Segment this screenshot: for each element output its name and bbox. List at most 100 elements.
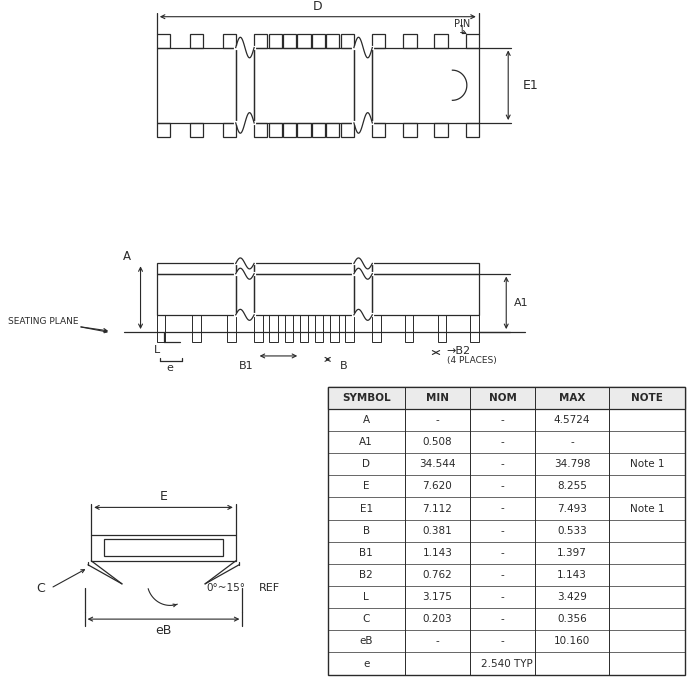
- Text: D: D: [313, 0, 323, 13]
- Bar: [254, 34, 267, 48]
- Text: -: -: [500, 570, 505, 580]
- Text: 7.493: 7.493: [557, 503, 587, 514]
- Bar: [228, 315, 236, 342]
- Text: 1.397: 1.397: [557, 548, 587, 558]
- Bar: [157, 123, 170, 136]
- Text: 3.175: 3.175: [422, 592, 452, 602]
- Bar: [330, 315, 339, 342]
- Bar: [315, 315, 323, 342]
- Text: 0°~15°: 0°~15°: [206, 583, 245, 594]
- Text: eB: eB: [155, 624, 172, 636]
- Text: 0.381: 0.381: [422, 526, 452, 536]
- Bar: [283, 123, 296, 136]
- Text: 34.798: 34.798: [554, 459, 590, 469]
- Text: -: -: [500, 482, 505, 491]
- Bar: [372, 48, 479, 123]
- Text: 3.429: 3.429: [557, 592, 587, 602]
- Bar: [223, 123, 236, 136]
- Bar: [372, 315, 381, 342]
- Bar: [298, 123, 311, 136]
- Bar: [438, 315, 446, 342]
- Bar: [269, 34, 281, 48]
- Bar: [104, 539, 223, 556]
- Text: (4 PLACES): (4 PLACES): [447, 356, 496, 365]
- Text: -: -: [500, 437, 505, 447]
- Text: REF: REF: [259, 583, 280, 594]
- Bar: [298, 34, 311, 48]
- Text: 1: 1: [459, 25, 466, 35]
- Text: 10.160: 10.160: [554, 636, 590, 646]
- Text: 8.255: 8.255: [557, 482, 587, 491]
- Bar: [190, 123, 203, 136]
- Bar: [157, 315, 165, 342]
- Bar: [372, 34, 386, 48]
- Text: 0.203: 0.203: [423, 615, 452, 624]
- Bar: [341, 34, 354, 48]
- Text: -: -: [500, 415, 505, 425]
- Bar: [254, 123, 267, 136]
- Text: NOM: NOM: [489, 393, 517, 403]
- Bar: [190, 34, 203, 48]
- Text: -: -: [570, 437, 574, 447]
- Text: E: E: [160, 490, 167, 503]
- Text: -: -: [500, 615, 505, 624]
- Text: C: C: [363, 615, 370, 624]
- Bar: [157, 48, 236, 123]
- Bar: [372, 123, 386, 136]
- Bar: [372, 263, 479, 274]
- Text: SYMBOL: SYMBOL: [342, 393, 391, 403]
- Bar: [254, 274, 354, 315]
- Bar: [470, 315, 479, 342]
- Bar: [312, 34, 325, 48]
- Bar: [403, 34, 416, 48]
- Text: -: -: [500, 636, 505, 646]
- Text: →B2: →B2: [447, 346, 471, 356]
- Bar: [91, 535, 236, 561]
- Bar: [328, 387, 685, 675]
- Bar: [284, 315, 293, 342]
- Text: D: D: [362, 459, 370, 469]
- Text: Note 1: Note 1: [630, 503, 664, 514]
- Text: L: L: [154, 346, 160, 356]
- Text: -: -: [500, 548, 505, 558]
- Bar: [300, 315, 308, 342]
- Bar: [341, 123, 354, 136]
- Text: A: A: [363, 415, 370, 425]
- Text: 1.143: 1.143: [557, 570, 587, 580]
- Text: B1: B1: [239, 360, 253, 370]
- Bar: [269, 123, 281, 136]
- Text: -: -: [435, 415, 439, 425]
- Text: -: -: [435, 636, 439, 646]
- Bar: [270, 315, 278, 342]
- Bar: [254, 48, 354, 123]
- Text: -: -: [500, 592, 505, 602]
- Bar: [466, 123, 479, 136]
- Text: B2: B2: [359, 570, 373, 580]
- Text: E1: E1: [360, 503, 372, 514]
- Bar: [466, 34, 479, 48]
- Text: -: -: [500, 503, 505, 514]
- Bar: [312, 123, 325, 136]
- Bar: [435, 123, 447, 136]
- Bar: [405, 315, 414, 342]
- Text: A: A: [122, 250, 131, 263]
- Text: MAX: MAX: [559, 393, 585, 403]
- Bar: [326, 123, 340, 136]
- Text: 7.620: 7.620: [422, 482, 452, 491]
- Text: A1: A1: [359, 437, 373, 447]
- Text: NOTE: NOTE: [631, 393, 663, 403]
- Text: L: L: [363, 592, 369, 602]
- Text: 1.143: 1.143: [422, 548, 452, 558]
- Text: 7.112: 7.112: [422, 503, 452, 514]
- Bar: [157, 263, 236, 274]
- Bar: [403, 123, 416, 136]
- Text: -: -: [500, 526, 505, 536]
- Text: -: -: [500, 459, 505, 469]
- Bar: [435, 34, 447, 48]
- Bar: [157, 34, 170, 48]
- Text: PIN: PIN: [454, 19, 470, 29]
- Bar: [223, 34, 236, 48]
- Text: 0.508: 0.508: [423, 437, 452, 447]
- Bar: [326, 34, 340, 48]
- Bar: [345, 315, 354, 342]
